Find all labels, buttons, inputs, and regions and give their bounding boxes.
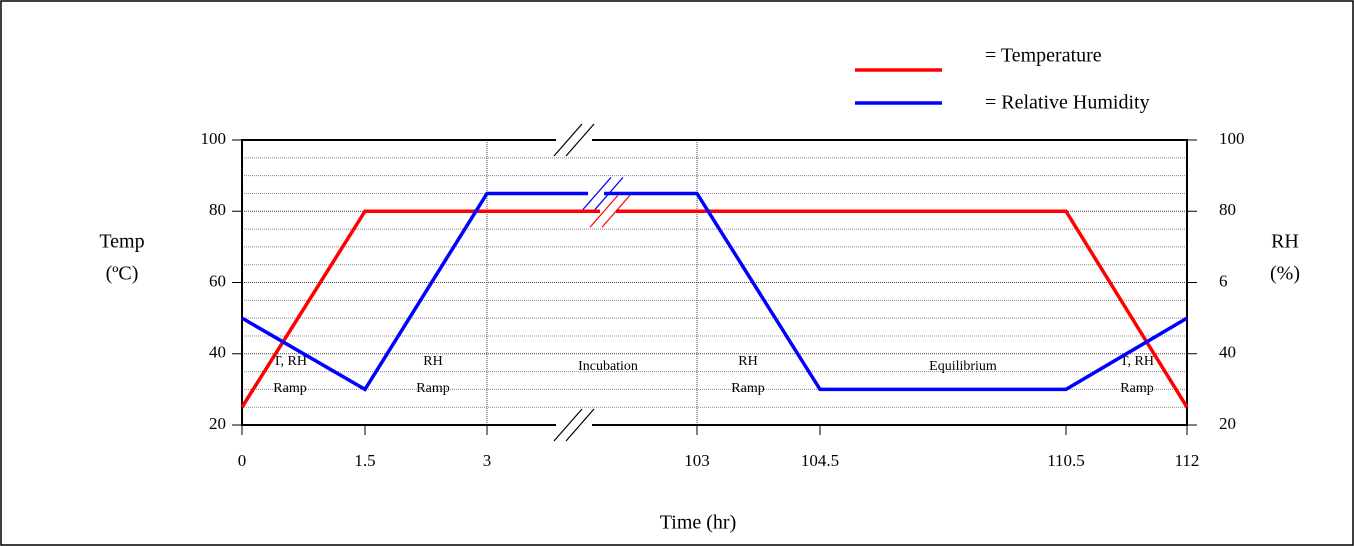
phase-label: Equilibrium: [929, 359, 997, 374]
phase-label: Ramp: [731, 381, 764, 396]
legend-label: = Temperature: [985, 45, 1102, 67]
series-line: [240, 209, 1189, 409]
axis-break: [594, 177, 624, 210]
axis-break: [601, 194, 631, 228]
break-gap: [556, 137, 592, 143]
phase-label: Ramp: [273, 381, 306, 396]
y2-tick-label: 80: [1219, 200, 1236, 219]
y2-tick-label: 6: [1219, 271, 1228, 290]
legend-label: = Relative Humidity: [985, 92, 1150, 114]
x-tick-label: 3: [483, 451, 492, 470]
x-tick-label: 103: [684, 451, 710, 470]
phase-label: RH: [423, 354, 442, 369]
axis-break: [553, 123, 583, 157]
phase-label: RH: [738, 354, 757, 369]
phase-label: T, RH: [273, 354, 307, 369]
break-gap: [600, 208, 616, 215]
y-tick-label: 60: [209, 271, 226, 290]
y2-tick-label: 20: [1219, 414, 1236, 433]
phase-label: T, RH: [1120, 354, 1154, 369]
y2-tick-label: 100: [1219, 129, 1245, 148]
phase-label: Ramp: [416, 381, 449, 396]
plot-frame: [241, 139, 1188, 426]
axis-break: [589, 194, 619, 228]
x-axis-label: Time (hr): [660, 512, 736, 534]
y2-axis-label: (%): [1270, 263, 1300, 285]
axis-break: [582, 177, 612, 210]
break-gap: [556, 422, 592, 428]
x-tick-label: 112: [1175, 451, 1200, 470]
axis-break: [565, 123, 595, 157]
x-tick-label: 110.5: [1047, 451, 1085, 470]
y2-axis-label: RH: [1271, 231, 1299, 253]
break-gap: [588, 190, 604, 197]
y-tick-label: 40: [209, 343, 226, 362]
y2-tick-label: 40: [1219, 343, 1236, 362]
y-axis-label: (ºC): [106, 263, 139, 285]
axis-break: [553, 408, 583, 442]
y-tick-label: 80: [209, 200, 226, 219]
axis-break: [565, 408, 595, 442]
x-tick-label: 1.5: [354, 451, 375, 470]
y-tick-label: 100: [201, 129, 227, 148]
y-tick-label: 20: [209, 414, 226, 433]
series-line: [241, 191, 1188, 392]
phase-label: Incubation: [578, 359, 638, 374]
x-tick-label: 0: [238, 451, 247, 470]
phase-label: Ramp: [1120, 381, 1153, 396]
x-tick-label: 104.5: [801, 451, 839, 470]
y-axis-label: Temp: [99, 231, 144, 253]
